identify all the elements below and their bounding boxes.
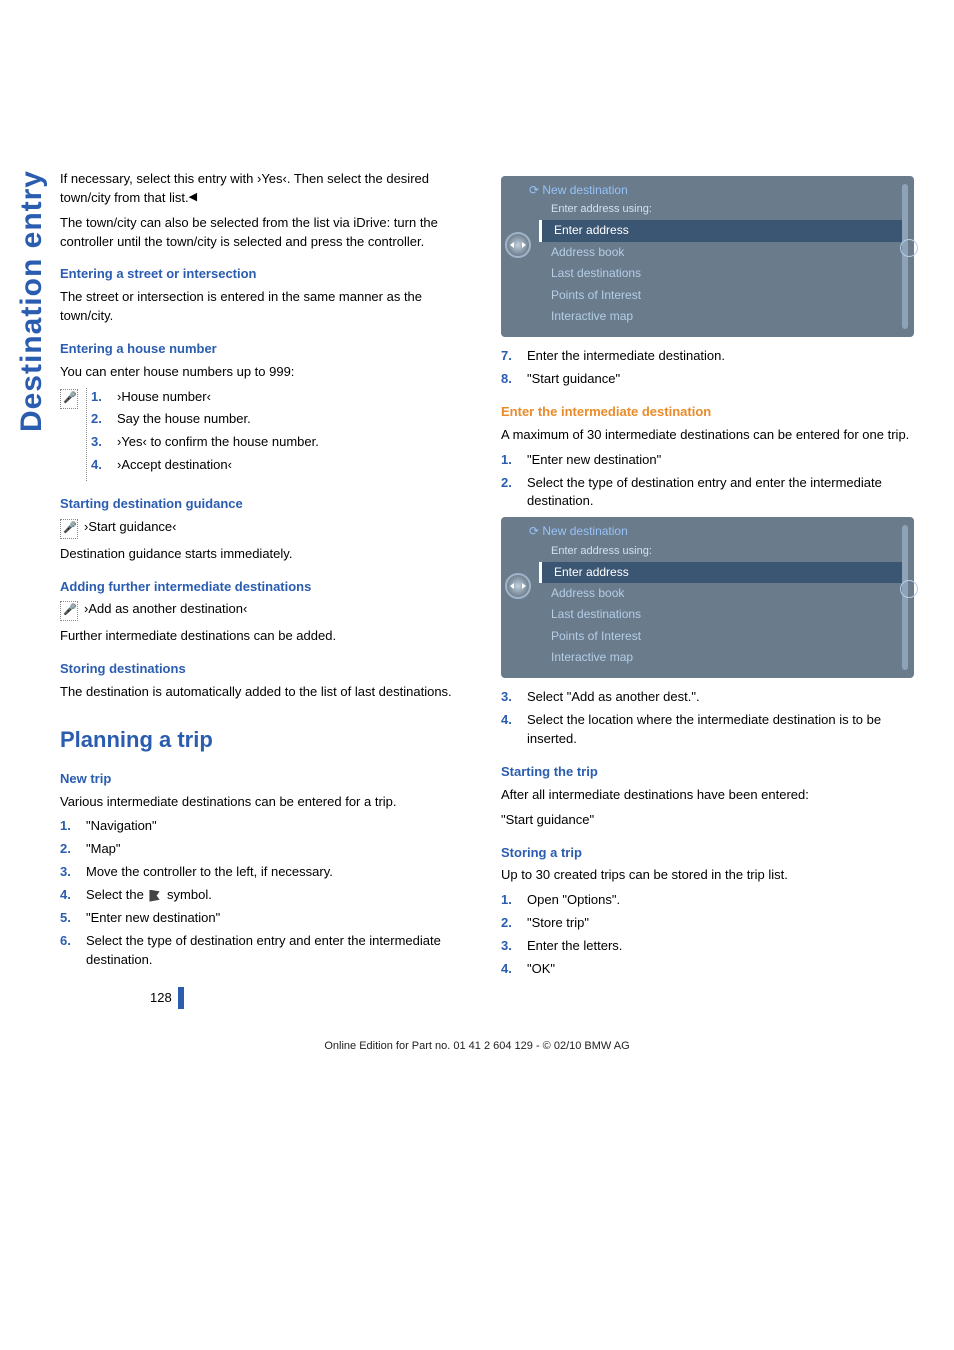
paragraph: The street or intersection is entered in… <box>60 288 473 326</box>
flag-icon <box>149 890 161 902</box>
paragraph: The destination is automatically added t… <box>60 683 473 702</box>
heading-enter-intermediate: Enter the intermediate destination <box>501 403 914 422</box>
screenshot-item: Address book <box>509 242 906 263</box>
screenshot-item: Last destinations <box>509 263 906 284</box>
list-item: "Store trip" <box>523 914 914 933</box>
list-item: "Navigation" <box>82 817 473 836</box>
screenshot-subheader: Enter address using: <box>509 544 906 560</box>
steps-3-4: Select "Add as another dest.". Select th… <box>501 688 914 749</box>
house-number-steps: ›House number‹ Say the house number. ›Ye… <box>91 388 473 475</box>
heading-start-guidance: Starting destination guidance <box>60 495 473 514</box>
list-item: "Enter new destination" <box>82 909 473 928</box>
heading-street: Entering a street or intersection <box>60 265 473 284</box>
screenshot-item: Points of Interest <box>509 626 906 647</box>
voice-command-text: ›Start guidance‹ <box>84 518 177 537</box>
screenshot-subheader: Enter address using: <box>509 202 906 218</box>
paragraph: Destination guidance starts immediately. <box>60 545 473 564</box>
list-item: "Enter new destination" <box>523 451 914 470</box>
paragraph: Various intermediate destinations can be… <box>60 793 473 812</box>
voice-command-text: ›Add as another destination‹ <box>84 600 247 619</box>
page-number-row: 128 <box>150 987 473 1009</box>
list-item: Enter the letters. <box>523 937 914 956</box>
list-item: Select "Add as another dest.". <box>523 688 914 707</box>
screenshot-item: Interactive map <box>509 306 906 327</box>
paragraph: Further intermediate destinations can be… <box>60 627 473 646</box>
screenshot-item: Address book <box>509 583 906 604</box>
screenshot-header: ⟳ New destination <box>509 523 906 540</box>
enter-intermediate-steps: "Enter new destination" Select the type … <box>501 451 914 512</box>
steps-7-8: Enter the intermediate destination. "Sta… <box>501 347 914 389</box>
list-item: Select the type of destination entry and… <box>82 932 473 970</box>
footer-text: Online Edition for Part no. 01 41 2 604 … <box>0 1039 954 1075</box>
heading-house: Entering a house number <box>60 340 473 359</box>
page-marker-bar <box>178 987 184 1009</box>
paragraph: You can enter house numbers up to 999: <box>60 363 473 382</box>
screenshot-item-selected: Enter address <box>539 562 906 583</box>
list-item: ›House number‹ <box>113 388 473 407</box>
paragraph: The town/city can also be selected from … <box>60 214 473 252</box>
list-item: ›Yes‹ to confirm the house number. <box>113 433 473 452</box>
list-item: ›Accept destination‹ <box>113 456 473 475</box>
voice-command-block: 🎤 ›House number‹ Say the house number. ›… <box>60 388 473 481</box>
screenshot-scrollbar <box>902 525 908 670</box>
right-column: ⟳ New destination Enter address using: E… <box>501 170 914 1009</box>
list-item: Enter the intermediate destination. <box>523 347 914 366</box>
heading-storing-dest: Storing destinations <box>60 660 473 679</box>
voice-command-row: 🎤 ›Start guidance‹ <box>60 518 473 539</box>
list-item: Select the symbol. <box>82 886 473 905</box>
screenshot-item: Points of Interest <box>509 285 906 306</box>
paragraph: If necessary, select this entry with ›Ye… <box>60 170 473 208</box>
nav-screenshot-2: ⟳ New destination Enter address using: E… <box>501 517 914 678</box>
section-title-vertical: Destination entry <box>10 170 54 432</box>
heading-new-trip: New trip <box>60 770 473 789</box>
list-item: Move the controller to the left, if nece… <box>82 863 473 882</box>
paragraph: Up to 30 created trips can be stored in … <box>501 866 914 885</box>
screenshot-item: Interactive map <box>509 647 906 668</box>
heading-starting-trip: Starting the trip <box>501 763 914 782</box>
heading-adding: Adding further intermediate destinations <box>60 578 473 597</box>
screenshot-scrollbar <box>902 184 908 329</box>
heading-planning-trip: Planning a trip <box>60 724 473 756</box>
paragraph: "Start guidance" <box>501 811 914 830</box>
nav-screenshot-1: ⟳ New destination Enter address using: E… <box>501 176 914 337</box>
new-trip-steps: "Navigation" "Map" Move the controller t… <box>60 817 473 969</box>
paragraph: After all intermediate destinations have… <box>501 786 914 805</box>
end-marker-icon: ◀ <box>189 190 197 206</box>
side-tab: Destination entry <box>0 170 60 1009</box>
list-item: "Map" <box>82 840 473 859</box>
left-column: If necessary, select this entry with ›Ye… <box>60 170 473 1009</box>
voice-icon: 🎤 <box>60 389 78 409</box>
voice-icon: 🎤 <box>60 519 78 539</box>
store-trip-steps: Open "Options". "Store trip" Enter the l… <box>501 891 914 978</box>
screenshot-item: Last destinations <box>509 604 906 625</box>
list-item: "Start guidance" <box>523 370 914 389</box>
paragraph: A maximum of 30 intermediate destination… <box>501 426 914 445</box>
list-item: Open "Options". <box>523 891 914 910</box>
page-number: 128 <box>150 989 172 1008</box>
list-item: Select the location where the intermedia… <box>523 711 914 749</box>
voice-command-row: 🎤 ›Add as another destination‹ <box>60 600 473 621</box>
main-content: If necessary, select this entry with ›Ye… <box>60 170 954 1009</box>
screenshot-item-selected: Enter address <box>539 220 906 241</box>
voice-icon: 🎤 <box>60 601 78 621</box>
screenshot-header: ⟳ New destination <box>509 182 906 199</box>
list-item: Select the type of destination entry and… <box>523 474 914 512</box>
list-item: "OK" <box>523 960 914 979</box>
list-item: Say the house number. <box>113 410 473 429</box>
heading-storing-trip: Storing a trip <box>501 844 914 863</box>
